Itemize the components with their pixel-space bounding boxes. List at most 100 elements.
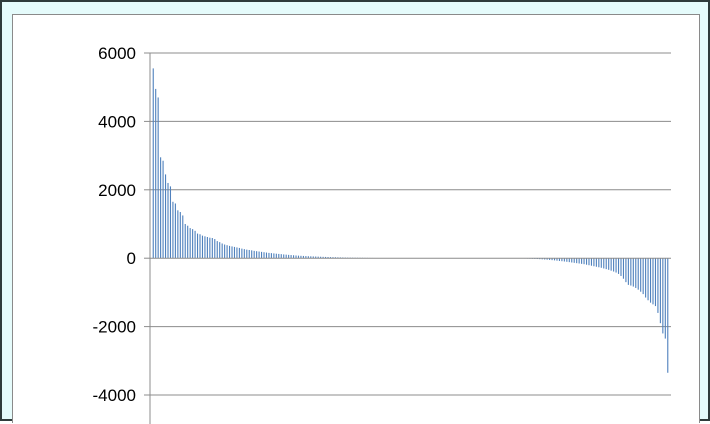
bar	[569, 258, 570, 262]
bar	[266, 253, 267, 259]
bar	[153, 68, 154, 258]
bar	[165, 174, 166, 258]
bars	[153, 68, 669, 372]
bar	[158, 97, 159, 258]
bar	[591, 258, 592, 266]
y-tick-label: -2000	[93, 318, 136, 337]
bar	[650, 258, 651, 302]
bar	[185, 224, 186, 258]
bar	[246, 250, 247, 259]
bar	[197, 234, 198, 259]
bar	[576, 258, 577, 263]
bar	[254, 251, 255, 258]
bar	[224, 245, 225, 259]
bar	[172, 202, 173, 258]
bar	[584, 258, 585, 264]
bar	[286, 255, 287, 259]
bar	[241, 249, 242, 259]
bar	[182, 215, 183, 258]
bar	[263, 252, 264, 258]
bar	[180, 212, 181, 258]
bar	[227, 245, 228, 258]
y-tick-label: 2000	[98, 181, 136, 200]
bar	[278, 254, 279, 258]
bar	[251, 250, 252, 258]
y-tick-label: 6000	[98, 44, 136, 63]
axes	[144, 53, 671, 424]
bar	[581, 258, 582, 264]
bar	[167, 183, 168, 258]
bar	[261, 252, 262, 258]
bar	[256, 251, 257, 258]
bar	[620, 258, 621, 276]
bar	[657, 258, 658, 313]
bar	[212, 238, 213, 258]
y-tick-label: -4000	[93, 386, 136, 405]
bar	[665, 258, 666, 338]
bar	[244, 249, 245, 258]
bar	[566, 258, 567, 262]
bar	[217, 241, 218, 258]
bar	[596, 258, 597, 267]
bar	[616, 258, 617, 272]
bar	[633, 258, 634, 286]
bar	[195, 231, 196, 258]
bar	[163, 161, 164, 258]
bar	[645, 258, 646, 297]
bar	[623, 258, 624, 279]
bar	[613, 258, 614, 271]
bar	[571, 258, 572, 262]
bar	[652, 258, 653, 304]
bar	[231, 246, 232, 258]
bar	[202, 236, 203, 259]
bar	[160, 157, 161, 258]
bar	[204, 236, 205, 258]
bar	[638, 258, 639, 289]
bar	[214, 239, 215, 258]
bar	[273, 253, 274, 258]
bar	[598, 258, 599, 267]
bar	[618, 258, 619, 274]
bar	[603, 258, 604, 268]
bar	[190, 228, 191, 258]
bar	[276, 254, 277, 259]
bar	[175, 203, 176, 258]
bar	[268, 253, 269, 258]
bar	[628, 258, 629, 285]
bar	[586, 258, 587, 265]
bar	[155, 89, 156, 258]
bar	[640, 258, 641, 292]
bar	[209, 238, 210, 259]
bar	[192, 229, 193, 258]
bar	[222, 243, 223, 258]
bar	[660, 258, 661, 323]
bar	[588, 258, 589, 265]
bar	[219, 242, 220, 258]
bar	[170, 186, 171, 258]
bar	[239, 248, 240, 258]
bar	[236, 247, 237, 258]
bar	[625, 258, 626, 282]
bar	[608, 258, 609, 270]
y-tick-label: 4000	[98, 112, 136, 131]
bar	[283, 254, 284, 258]
bar	[187, 226, 188, 258]
bar	[635, 258, 636, 288]
bar	[606, 258, 607, 269]
gridlines	[150, 53, 671, 395]
bar	[234, 247, 235, 258]
bar	[249, 250, 250, 258]
bar	[593, 258, 594, 266]
bar	[601, 258, 602, 268]
bar	[667, 258, 668, 373]
bar	[271, 253, 272, 258]
bar	[288, 255, 289, 258]
bar	[199, 234, 200, 258]
bar	[648, 258, 649, 300]
bar	[259, 252, 260, 259]
bar	[630, 258, 631, 285]
